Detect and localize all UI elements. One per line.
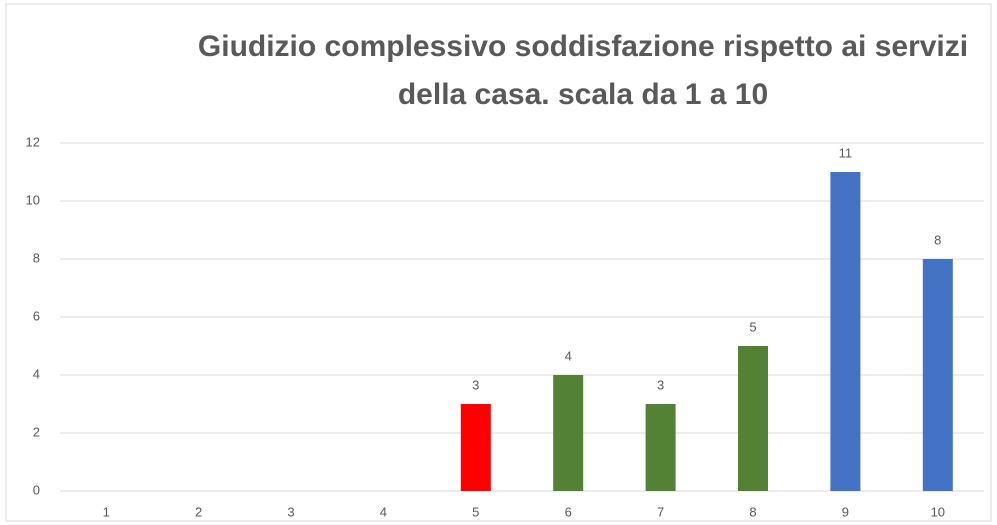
bar [460,404,491,491]
chart-title: della casa. scala da 1 a 10 [398,78,768,111]
x-tick-label: 7 [657,504,664,519]
bar [830,172,861,491]
x-tick-label: 1 [103,504,110,519]
bar [645,404,676,491]
chart-title: Giudizio complessivo soddisfazione rispe… [198,30,968,63]
x-tick-label: 4 [380,504,387,519]
y-tick-label: 8 [33,250,40,265]
y-tick-label: 6 [33,308,40,323]
data-label: 8 [934,232,941,247]
y-tick-label: 12 [26,134,40,149]
data-label: 11 [839,145,853,160]
bar [922,259,953,491]
y-tick-label: 2 [33,424,40,439]
x-tick-label: 3 [287,504,294,519]
bar [553,375,584,491]
data-label: 5 [749,319,756,334]
data-label: 3 [472,377,479,392]
y-tick-label: 10 [26,192,40,207]
data-label: 3 [657,377,664,392]
y-tick-label: 0 [33,482,40,497]
x-tick-label: 8 [749,504,756,519]
data-label: 4 [565,348,572,363]
x-tick-label: 10 [931,504,945,519]
x-tick-label: 2 [195,504,202,519]
chart-frame [5,3,992,522]
x-tick-label: 9 [842,504,849,519]
bar [738,346,768,491]
y-tick-label: 4 [33,366,40,381]
x-tick-label: 5 [472,504,479,519]
x-tick-label: 6 [565,504,572,519]
